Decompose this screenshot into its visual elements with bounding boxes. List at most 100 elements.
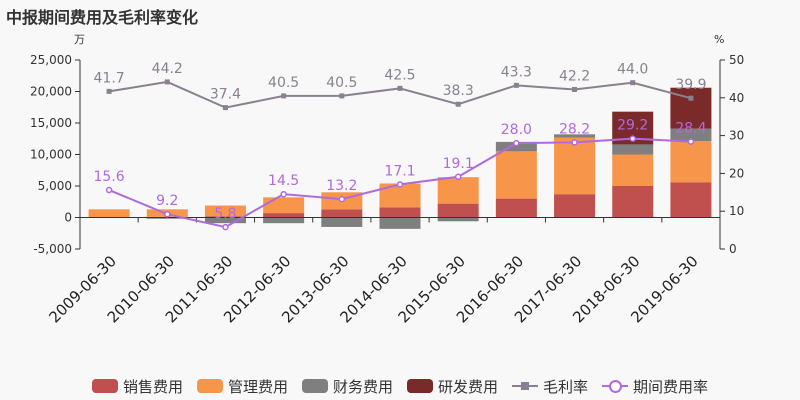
gross-margin-point: [455, 101, 461, 107]
gross-margin-label: 40.5: [268, 75, 299, 91]
legend-item-sales[interactable]: 销售费用: [91, 376, 183, 397]
expense-ratio-label: 17.1: [384, 163, 415, 179]
y-left-tick-label: 5,000: [38, 179, 72, 193]
gross-margin-label: 43.3: [501, 64, 532, 80]
gross-margin-point: [281, 93, 287, 99]
gross-margin-line: [108, 80, 692, 109]
legend-item-gross-margin[interactable]: 毛利率: [512, 376, 588, 397]
expense-ratio-point: [513, 139, 520, 147]
gross-margin-label: 44.2: [152, 61, 183, 77]
bar-segment: [612, 144, 654, 155]
legend-label-finance: 财务费用: [332, 377, 393, 396]
bar-segment: [263, 197, 305, 214]
y-left-tick-label: 0: [64, 211, 72, 225]
legend-swatch-finance: [301, 379, 328, 393]
gross-margin-point: [630, 80, 636, 86]
gross-margin-point: [513, 82, 519, 88]
bar-segment: [670, 182, 712, 218]
gross-margin-label: 42.5: [384, 67, 415, 83]
y-right-tick-label: 0: [729, 242, 737, 256]
y-right-tick-label: 10: [729, 204, 744, 218]
bar-segment: [495, 198, 537, 218]
bar-segment: [321, 217, 363, 227]
gross-margin-point: [164, 79, 170, 85]
bar-segment: [495, 141, 537, 152]
expense-ratio-point: [396, 181, 404, 188]
gross-margin-label: 44.0: [617, 62, 648, 78]
legend-label-admin: 管理费用: [227, 377, 288, 396]
gross-margin-label: 42.2: [559, 68, 590, 84]
bar-segment: [495, 151, 537, 199]
y-left-tick-label: 10,000: [30, 148, 72, 162]
y-left-tick-label: 20,000: [30, 85, 72, 99]
gross-margin-label: 40.5: [326, 75, 357, 91]
bar-segment: [204, 217, 246, 224]
legend-marker-gross-margin: [512, 379, 539, 393]
expense-ratio-label: 15.6: [94, 169, 125, 185]
legend-item-admin[interactable]: 管理费用: [196, 376, 288, 397]
bar-segment: [379, 183, 421, 208]
gross-margin-label: 41.7: [94, 70, 125, 86]
y-left-tick-label: -5,000: [33, 242, 72, 256]
bar-segment: [554, 137, 596, 195]
expense-ratio-point: [280, 190, 287, 198]
bar-segment: [321, 209, 363, 218]
gross-margin-point: [397, 85, 403, 91]
chart-title: 中报期间费用及毛利率变化: [6, 8, 199, 27]
legend-item-rd[interactable]: 研发费用: [407, 376, 498, 397]
y-left-tick-label: 25,000: [30, 53, 72, 67]
bar-segment: [379, 217, 421, 229]
bar-segment: [437, 217, 479, 222]
expense-ratio-label: 28.2: [559, 121, 590, 137]
legend-swatch-sales: [91, 379, 118, 393]
y-right-tick-label: 50: [729, 53, 744, 67]
expense-ratio-label: 9.2: [156, 193, 178, 209]
legend-label-sales: 销售费用: [122, 377, 183, 396]
bar-segment: [263, 213, 305, 218]
bar-segment: [379, 207, 421, 218]
bar-segment: [612, 186, 654, 218]
legend: 销售费用 管理费用 财务费用 研发费用 毛利率 期间费用率: [0, 374, 800, 398]
expense-ratio-label: 19.1: [443, 156, 474, 172]
expense-ratio-point: [454, 173, 462, 181]
gross-margin-label: 39.9: [675, 77, 706, 93]
legend-marker-expense-ratio: [602, 379, 629, 393]
legend-label-rd: 研发费用: [438, 377, 499, 396]
gross-margin-point: [222, 105, 228, 111]
gross-margin-label: 38.3: [443, 83, 474, 99]
y-right-unit: %: [714, 33, 724, 46]
expense-ratio-label: 13.2: [326, 178, 357, 194]
bar-segment: [437, 177, 479, 204]
expense-ratio-label: 28.0: [501, 122, 532, 138]
legend-label-gross-margin: 毛利率: [543, 377, 589, 396]
expense-ratio-point: [571, 139, 578, 146]
legend-item-expense-ratio[interactable]: 期间费用率: [602, 376, 708, 397]
gross-margin-point: [572, 86, 578, 92]
expense-ratio-point: [629, 135, 636, 142]
expense-ratio-point: [105, 186, 113, 194]
bar-segment: [204, 216, 246, 218]
bar-segment: [670, 128, 712, 142]
expense-ratio-point: [687, 138, 695, 145]
bar-segment: [146, 217, 188, 219]
expense-ratio-label: 5.8: [214, 206, 236, 222]
y-right-tick-label: 40: [729, 91, 744, 105]
bar-segment: [670, 141, 712, 183]
bar-segment: [437, 203, 479, 218]
gross-margin-point: [106, 88, 112, 94]
gross-margin-point: [688, 95, 694, 101]
y-left-tick-label: 15,000: [30, 116, 72, 130]
expense-ratio-point: [338, 195, 346, 203]
expense-ratio-label: 28.4: [675, 121, 706, 137]
y-right-tick-label: 20: [729, 166, 744, 180]
plot-area: -5,000 0 5,000 10,000 15,000 20,000 25,000 0 10 2…: [30, 53, 744, 326]
gross-margin-point: [339, 93, 345, 99]
expense-ratio-point: [164, 210, 171, 218]
legend-swatch-rd: [407, 379, 433, 393]
legend-item-finance[interactable]: 财务费用: [301, 376, 393, 397]
bar-segment: [554, 134, 596, 138]
legend-label-expense-ratio: 期间费用率: [633, 377, 709, 396]
expense-ratio-label: 29.2: [617, 118, 648, 134]
bar-segment: [88, 209, 130, 218]
